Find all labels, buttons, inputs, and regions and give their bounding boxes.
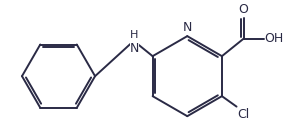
Text: OH: OH <box>264 32 283 45</box>
Text: N: N <box>183 21 192 34</box>
Text: Cl: Cl <box>237 108 249 121</box>
Text: O: O <box>239 4 249 16</box>
Text: N: N <box>130 42 139 55</box>
Text: H: H <box>130 30 139 40</box>
